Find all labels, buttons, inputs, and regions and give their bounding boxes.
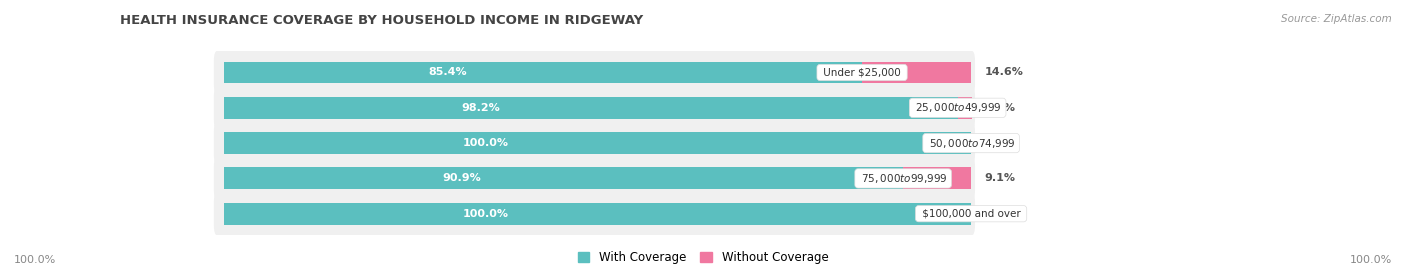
FancyBboxPatch shape — [214, 86, 974, 130]
FancyBboxPatch shape — [214, 121, 974, 165]
Text: 0.0%: 0.0% — [984, 138, 1015, 148]
Text: Source: ZipAtlas.com: Source: ZipAtlas.com — [1281, 14, 1392, 23]
Text: 100.0%: 100.0% — [14, 255, 56, 265]
Bar — [225, 62, 862, 83]
Text: HEALTH INSURANCE COVERAGE BY HOUSEHOLD INCOME IN RIDGEWAY: HEALTH INSURANCE COVERAGE BY HOUSEHOLD I… — [120, 14, 643, 26]
Text: 90.9%: 90.9% — [443, 173, 481, 183]
Bar — [225, 132, 972, 154]
Text: 9.1%: 9.1% — [984, 173, 1015, 183]
Bar — [903, 167, 972, 189]
Text: $25,000 to $49,999: $25,000 to $49,999 — [912, 101, 1002, 114]
Bar — [957, 97, 972, 119]
Legend: With Coverage, Without Coverage: With Coverage, Without Coverage — [578, 251, 828, 264]
Bar — [225, 97, 957, 119]
Text: Under $25,000: Under $25,000 — [820, 68, 904, 77]
Text: 85.4%: 85.4% — [429, 68, 467, 77]
Text: 100.0%: 100.0% — [463, 138, 509, 148]
Text: $100,000 and over: $100,000 and over — [918, 209, 1024, 219]
Bar — [225, 203, 972, 225]
Text: 100.0%: 100.0% — [1350, 255, 1392, 265]
Text: 100.0%: 100.0% — [463, 209, 509, 219]
FancyBboxPatch shape — [214, 50, 974, 94]
Text: 14.6%: 14.6% — [984, 68, 1024, 77]
Text: $50,000 to $74,999: $50,000 to $74,999 — [927, 137, 1017, 150]
Text: 1.9%: 1.9% — [986, 103, 1017, 113]
Text: 98.2%: 98.2% — [461, 103, 501, 113]
Bar — [862, 62, 972, 83]
Text: 0.0%: 0.0% — [984, 209, 1015, 219]
FancyBboxPatch shape — [214, 192, 974, 236]
Bar — [225, 167, 903, 189]
Text: $75,000 to $99,999: $75,000 to $99,999 — [858, 172, 948, 185]
FancyBboxPatch shape — [214, 156, 974, 200]
